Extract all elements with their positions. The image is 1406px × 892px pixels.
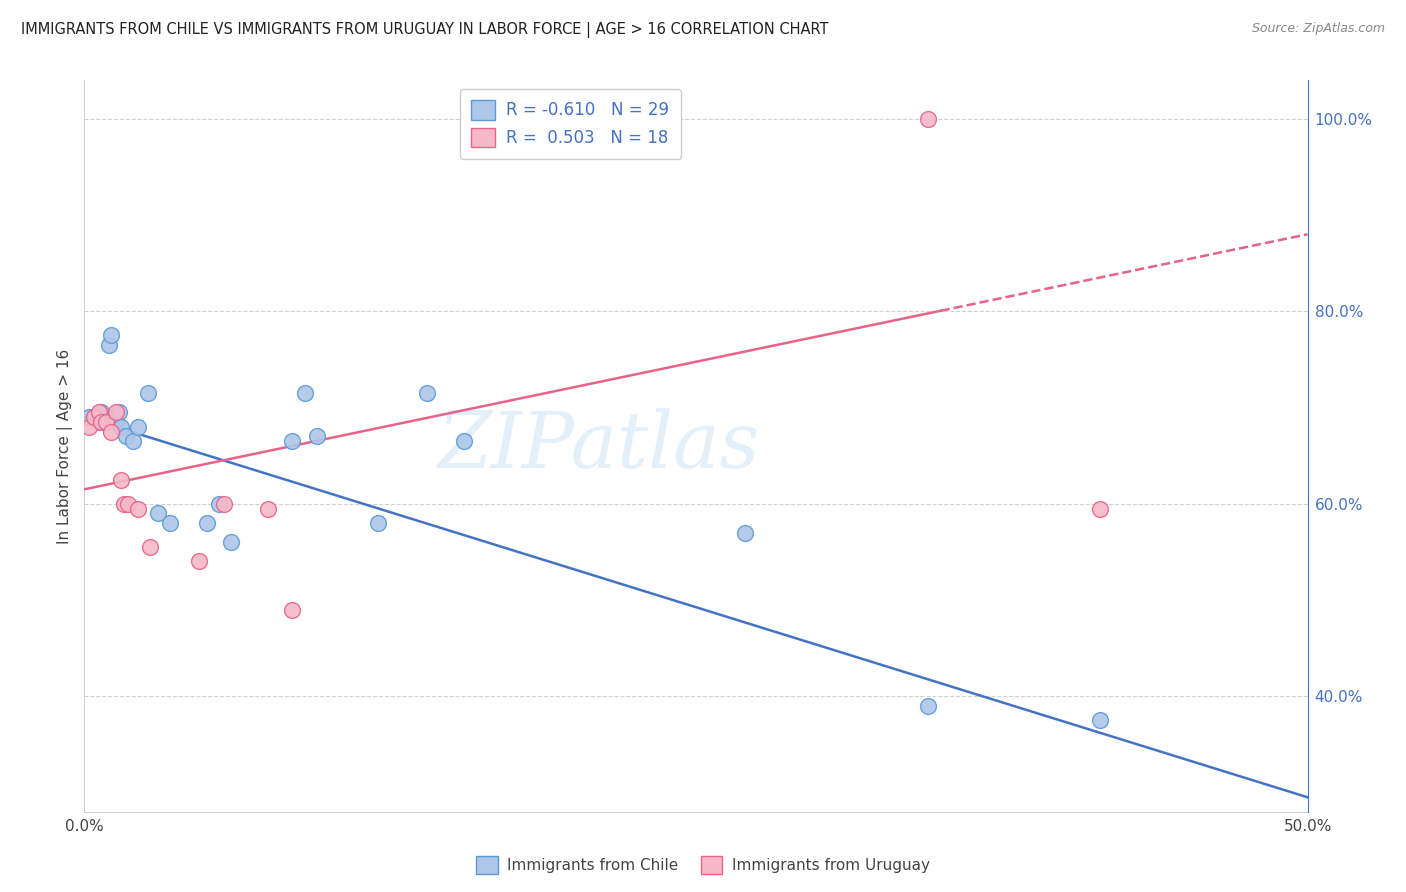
Point bbox=[112, 497, 135, 511]
Point bbox=[139, 540, 162, 554]
Point bbox=[136, 386, 159, 401]
Point bbox=[105, 405, 128, 419]
Point bbox=[110, 419, 132, 434]
Point bbox=[122, 434, 145, 449]
Point bbox=[188, 554, 211, 568]
Y-axis label: In Labor Force | Age > 16: In Labor Force | Age > 16 bbox=[58, 349, 73, 543]
Point bbox=[219, 535, 242, 549]
Point bbox=[115, 429, 138, 443]
Text: Source: ZipAtlas.com: Source: ZipAtlas.com bbox=[1251, 22, 1385, 36]
Point bbox=[100, 425, 122, 439]
Point bbox=[127, 419, 149, 434]
Point bbox=[97, 338, 120, 352]
Point bbox=[103, 410, 125, 425]
Point bbox=[281, 434, 304, 449]
Point bbox=[453, 434, 475, 449]
Point bbox=[195, 516, 218, 530]
Point bbox=[281, 602, 304, 616]
Point bbox=[734, 525, 756, 540]
Point bbox=[917, 112, 939, 126]
Point bbox=[87, 405, 110, 419]
Point bbox=[96, 415, 118, 429]
Point bbox=[110, 473, 132, 487]
Point bbox=[83, 410, 105, 425]
Point bbox=[146, 507, 169, 521]
Point bbox=[212, 497, 235, 511]
Point bbox=[96, 415, 118, 429]
Point bbox=[305, 429, 328, 443]
Point bbox=[87, 415, 110, 429]
Point bbox=[105, 415, 128, 429]
Point bbox=[117, 497, 139, 511]
Text: IMMIGRANTS FROM CHILE VS IMMIGRANTS FROM URUGUAY IN LABOR FORCE | AGE > 16 CORRE: IMMIGRANTS FROM CHILE VS IMMIGRANTS FROM… bbox=[21, 22, 828, 38]
Point bbox=[257, 501, 280, 516]
Point bbox=[77, 419, 100, 434]
Text: ZIPatlas: ZIPatlas bbox=[437, 408, 759, 484]
Legend: Immigrants from Chile, Immigrants from Uruguay: Immigrants from Chile, Immigrants from U… bbox=[470, 850, 936, 880]
Point bbox=[77, 410, 100, 425]
Point bbox=[208, 497, 231, 511]
Point bbox=[83, 410, 105, 425]
Point bbox=[90, 415, 112, 429]
Point bbox=[127, 501, 149, 516]
Point bbox=[1088, 501, 1111, 516]
Point bbox=[159, 516, 181, 530]
Point bbox=[1088, 714, 1111, 728]
Point bbox=[416, 386, 439, 401]
Legend: R = -0.610   N = 29, R =  0.503   N = 18: R = -0.610 N = 29, R = 0.503 N = 18 bbox=[460, 88, 681, 159]
Point bbox=[100, 328, 122, 343]
Point bbox=[107, 405, 129, 419]
Point bbox=[917, 698, 939, 713]
Point bbox=[294, 386, 316, 401]
Point bbox=[367, 516, 389, 530]
Point bbox=[90, 405, 112, 419]
